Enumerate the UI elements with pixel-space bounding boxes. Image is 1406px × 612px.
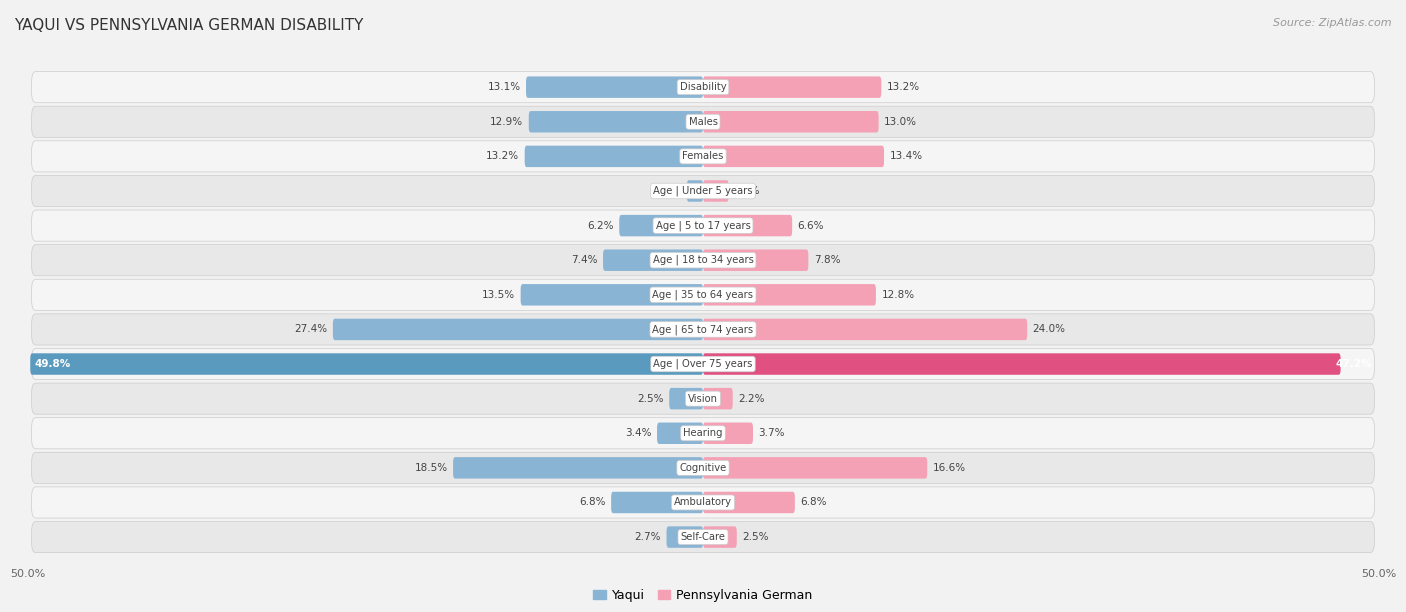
Text: 1.9%: 1.9% — [734, 186, 761, 196]
Legend: Yaqui, Pennsylvania German: Yaqui, Pennsylvania German — [588, 584, 818, 607]
Text: 24.0%: 24.0% — [1032, 324, 1066, 334]
FancyBboxPatch shape — [703, 111, 879, 132]
FancyBboxPatch shape — [619, 215, 703, 236]
Text: Self-Care: Self-Care — [681, 532, 725, 542]
FancyBboxPatch shape — [31, 348, 1375, 379]
Text: 13.4%: 13.4% — [890, 151, 922, 162]
Text: Males: Males — [689, 117, 717, 127]
Text: Ambulatory: Ambulatory — [673, 498, 733, 507]
FancyBboxPatch shape — [666, 526, 703, 548]
FancyBboxPatch shape — [703, 353, 1340, 375]
Text: 6.6%: 6.6% — [797, 220, 824, 231]
Text: Source: ZipAtlas.com: Source: ZipAtlas.com — [1274, 18, 1392, 28]
FancyBboxPatch shape — [703, 388, 733, 409]
Text: 7.8%: 7.8% — [814, 255, 841, 265]
FancyBboxPatch shape — [333, 319, 703, 340]
Text: 6.2%: 6.2% — [588, 220, 614, 231]
FancyBboxPatch shape — [703, 457, 927, 479]
FancyBboxPatch shape — [703, 76, 882, 98]
Text: 6.8%: 6.8% — [800, 498, 827, 507]
Text: Age | 35 to 64 years: Age | 35 to 64 years — [652, 289, 754, 300]
FancyBboxPatch shape — [669, 388, 703, 409]
FancyBboxPatch shape — [31, 72, 1375, 103]
Text: 13.1%: 13.1% — [488, 82, 520, 92]
Text: 12.8%: 12.8% — [882, 290, 914, 300]
FancyBboxPatch shape — [703, 422, 754, 444]
FancyBboxPatch shape — [603, 250, 703, 271]
FancyBboxPatch shape — [31, 176, 1375, 207]
FancyBboxPatch shape — [31, 417, 1375, 449]
Text: Age | 65 to 74 years: Age | 65 to 74 years — [652, 324, 754, 335]
FancyBboxPatch shape — [31, 279, 1375, 310]
Text: 2.5%: 2.5% — [742, 532, 769, 542]
Text: 2.5%: 2.5% — [637, 394, 664, 404]
FancyBboxPatch shape — [612, 492, 703, 513]
FancyBboxPatch shape — [31, 452, 1375, 483]
Text: 13.0%: 13.0% — [884, 117, 917, 127]
Text: Hearing: Hearing — [683, 428, 723, 438]
FancyBboxPatch shape — [703, 146, 884, 167]
Text: 7.4%: 7.4% — [571, 255, 598, 265]
FancyBboxPatch shape — [31, 245, 1375, 276]
Text: 1.2%: 1.2% — [655, 186, 682, 196]
FancyBboxPatch shape — [524, 146, 703, 167]
FancyBboxPatch shape — [703, 250, 808, 271]
Text: Age | 18 to 34 years: Age | 18 to 34 years — [652, 255, 754, 266]
FancyBboxPatch shape — [31, 210, 1375, 241]
FancyBboxPatch shape — [31, 314, 1375, 345]
Text: Disability: Disability — [679, 82, 727, 92]
FancyBboxPatch shape — [31, 521, 1375, 553]
FancyBboxPatch shape — [703, 215, 792, 236]
FancyBboxPatch shape — [529, 111, 703, 132]
FancyBboxPatch shape — [686, 181, 703, 202]
FancyBboxPatch shape — [520, 284, 703, 305]
FancyBboxPatch shape — [703, 181, 728, 202]
Text: 2.7%: 2.7% — [634, 532, 661, 542]
Text: 47.2%: 47.2% — [1336, 359, 1372, 369]
Text: 49.8%: 49.8% — [34, 359, 70, 369]
FancyBboxPatch shape — [31, 141, 1375, 172]
Text: YAQUI VS PENNSYLVANIA GERMAN DISABILITY: YAQUI VS PENNSYLVANIA GERMAN DISABILITY — [14, 18, 363, 34]
Text: Vision: Vision — [688, 394, 718, 404]
Text: Females: Females — [682, 151, 724, 162]
Text: 13.2%: 13.2% — [486, 151, 519, 162]
FancyBboxPatch shape — [31, 106, 1375, 137]
Text: Age | 5 to 17 years: Age | 5 to 17 years — [655, 220, 751, 231]
Text: Age | Over 75 years: Age | Over 75 years — [654, 359, 752, 369]
Text: Cognitive: Cognitive — [679, 463, 727, 473]
FancyBboxPatch shape — [703, 284, 876, 305]
Text: 2.2%: 2.2% — [738, 394, 765, 404]
FancyBboxPatch shape — [453, 457, 703, 479]
FancyBboxPatch shape — [31, 353, 703, 375]
FancyBboxPatch shape — [703, 319, 1028, 340]
Text: Age | Under 5 years: Age | Under 5 years — [654, 185, 752, 196]
FancyBboxPatch shape — [526, 76, 703, 98]
Text: 27.4%: 27.4% — [294, 324, 328, 334]
Text: 13.2%: 13.2% — [887, 82, 920, 92]
Text: 6.8%: 6.8% — [579, 498, 606, 507]
FancyBboxPatch shape — [703, 526, 737, 548]
Text: 3.7%: 3.7% — [758, 428, 785, 438]
FancyBboxPatch shape — [31, 383, 1375, 414]
FancyBboxPatch shape — [657, 422, 703, 444]
FancyBboxPatch shape — [31, 487, 1375, 518]
Text: 3.4%: 3.4% — [626, 428, 651, 438]
FancyBboxPatch shape — [703, 492, 794, 513]
Text: 12.9%: 12.9% — [491, 117, 523, 127]
Text: 13.5%: 13.5% — [482, 290, 515, 300]
Text: 18.5%: 18.5% — [415, 463, 447, 473]
Text: 16.6%: 16.6% — [932, 463, 966, 473]
